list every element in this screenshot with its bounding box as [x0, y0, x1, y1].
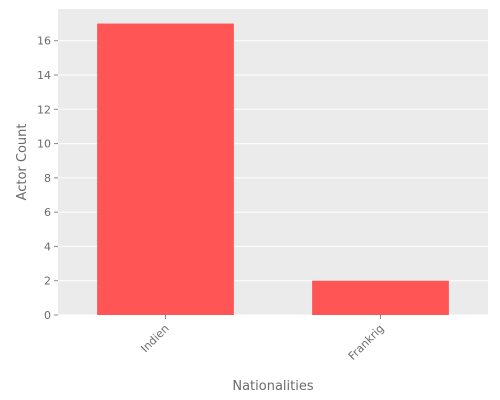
- y-tick-label: 12: [37, 103, 51, 116]
- y-tick-label: 4: [44, 240, 51, 253]
- y-tick-label: 10: [37, 138, 51, 151]
- y-tick-label: 0: [44, 309, 51, 322]
- x-tick-label: Indien: [138, 322, 171, 355]
- y-tick-label: 2: [44, 275, 51, 288]
- bar-indien: [97, 23, 234, 315]
- y-axis-ticks: 0 2 4 6 8 10 12 14 16: [37, 35, 58, 322]
- bar-frankrig: [312, 280, 449, 315]
- y-tick-label: 16: [37, 35, 51, 48]
- x-axis-ticks: Indien Frankrig: [138, 315, 387, 363]
- y-tick-label: 6: [44, 206, 51, 219]
- y-axis-title: Actor Count: [15, 124, 30, 201]
- y-tick-label: 14: [37, 69, 51, 82]
- x-tick-label: Frankrig: [346, 322, 387, 363]
- x-axis-title: Nationalities: [232, 379, 313, 394]
- bars: [97, 23, 449, 315]
- y-tick-label: 8: [44, 172, 51, 185]
